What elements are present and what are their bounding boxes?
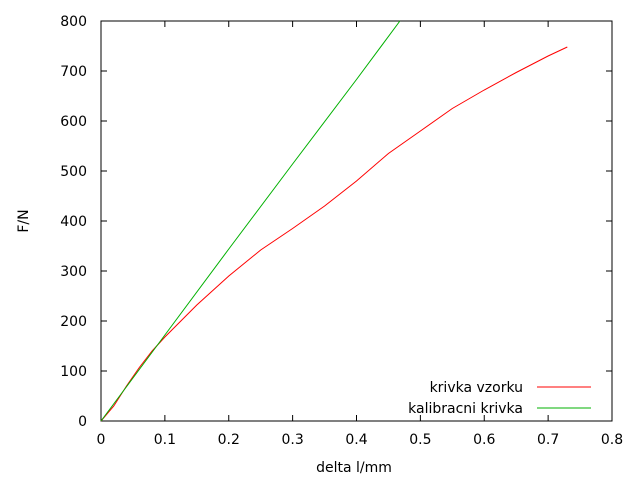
x-tick-label: 0.6 <box>473 432 495 448</box>
y-tick-label: 500 <box>60 164 87 180</box>
x-tick-label: 0.3 <box>281 432 303 448</box>
x-tick-label: 0.7 <box>537 432 559 448</box>
legend-label-krivka-vzorku: krivka vzorku <box>430 380 523 396</box>
x-tick-label: 0.4 <box>345 432 367 448</box>
y-tick-label: 600 <box>60 114 87 130</box>
x-tick-labels: 0 0.1 0.2 0.3 0.4 0.5 0.6 0.7 0.8 <box>97 432 624 448</box>
series-line-kalibracni-krivka <box>100 20 401 422</box>
axis-ticks <box>100 20 613 422</box>
y-tick-label: 200 <box>60 314 87 330</box>
y-tick-label: 100 <box>60 364 87 380</box>
y-tick-label: 300 <box>60 264 87 280</box>
series-line-krivka-vzorku <box>100 46 568 422</box>
y-tick-labels: 0 100 200 300 400 500 600 700 800 <box>60 14 87 430</box>
x-tick-label: 0.8 <box>601 432 623 448</box>
y-tick-label: 400 <box>60 214 87 230</box>
x-tick-label: 0.1 <box>154 432 176 448</box>
y-tick-label: 700 <box>60 64 87 80</box>
x-tick-label: 0.2 <box>218 432 240 448</box>
plot-frame <box>100 20 613 422</box>
y-tick-label: 0 <box>78 414 87 430</box>
series-lines <box>100 20 568 422</box>
x-tick-label: 0.5 <box>409 432 431 448</box>
x-axis-label: delta l/mm <box>316 460 392 476</box>
y-tick-label: 800 <box>60 14 87 30</box>
y-axis-label: F/N <box>16 209 32 232</box>
legend: krivka vzorku kalibracni krivka <box>408 380 591 417</box>
x-tick-label: 0 <box>97 432 106 448</box>
legend-label-kalibracni-krivka: kalibracni krivka <box>408 401 523 417</box>
